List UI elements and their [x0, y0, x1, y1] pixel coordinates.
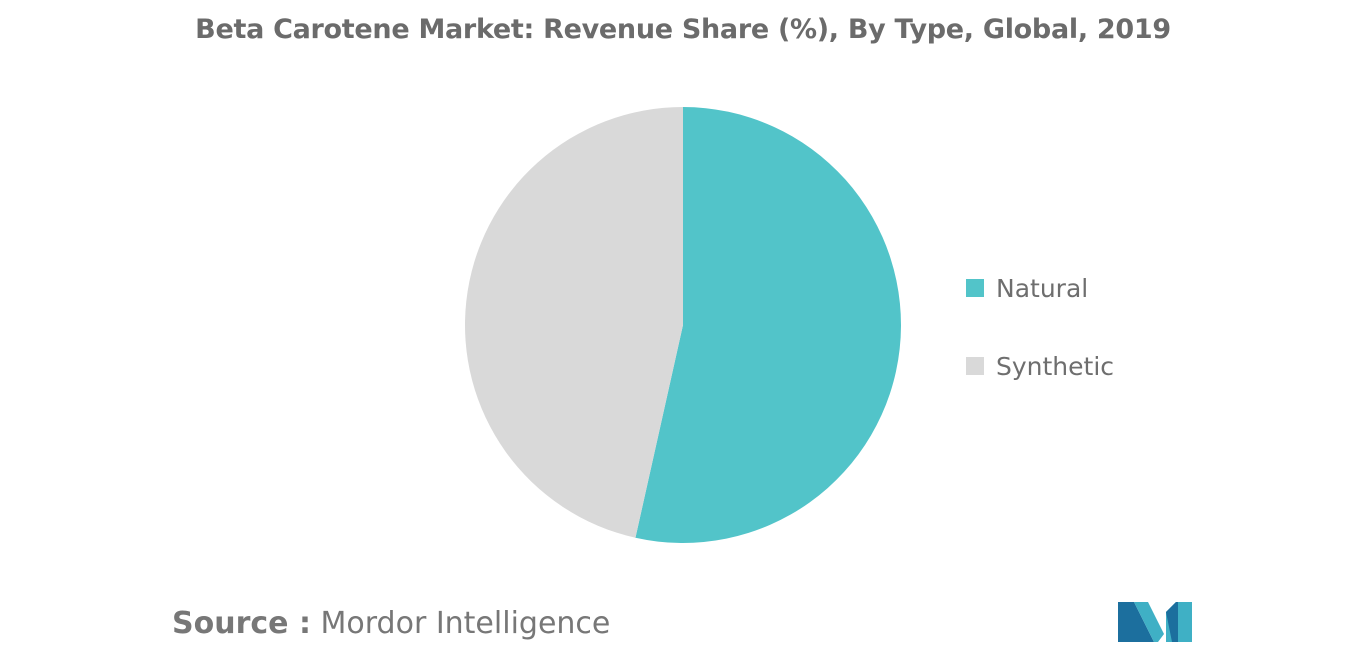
chart-title: Beta Carotene Market: Revenue Share (%),… — [195, 14, 1171, 45]
legend-swatch-synthetic — [966, 357, 984, 375]
chart-legend: Natural Synthetic — [966, 268, 1114, 424]
legend-item-synthetic: Synthetic — [966, 346, 1114, 386]
logo-right-accent — [1166, 602, 1178, 642]
pie-slice-synthetic — [464, 106, 683, 538]
legend-label-natural: Natural — [996, 273, 1089, 303]
pie-slice-natural — [635, 107, 901, 543]
logo-left-accent — [1134, 602, 1164, 642]
legend-label-synthetic: Synthetic — [996, 351, 1115, 381]
logo-left-shape — [1118, 602, 1154, 642]
source-name: Mordor Intelligence — [320, 606, 611, 641]
mordor-intelligence-logo-icon — [1118, 602, 1192, 642]
source-prefix: Source : — [172, 606, 311, 641]
legend-swatch-natural — [966, 279, 984, 297]
source-caption: Source : Mordor Intelligence — [172, 606, 610, 641]
legend-item-natural: Natural — [966, 268, 1114, 308]
